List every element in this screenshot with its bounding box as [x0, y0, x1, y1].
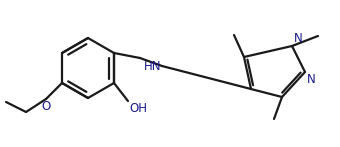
Text: N: N: [294, 32, 303, 45]
Text: HN: HN: [143, 60, 161, 72]
Text: O: O: [41, 100, 51, 113]
Text: OH: OH: [129, 102, 147, 115]
Text: N: N: [307, 73, 316, 86]
